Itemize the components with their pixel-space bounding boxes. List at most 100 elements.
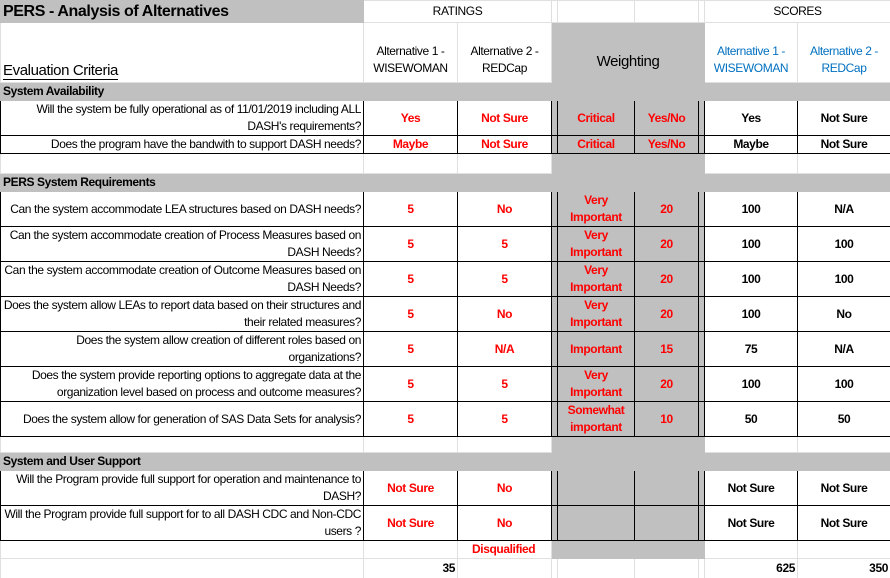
blank-cell-4[interactable] <box>558 437 635 453</box>
blank-cell-8[interactable] <box>798 541 890 559</box>
total-blank <box>458 559 552 578</box>
alt1-rating-cell[interactable]: 5 <box>364 192 458 227</box>
alt2-rating-cell[interactable]: Not Sure <box>458 136 552 154</box>
blank-cell-1[interactable] <box>364 541 458 559</box>
score-alt1-cell[interactable]: Not Sure <box>705 471 798 506</box>
blank-cell-7[interactable] <box>705 437 798 453</box>
alt1-rating-cell[interactable]: Not Sure <box>364 471 458 506</box>
weight-value-cell[interactable] <box>635 471 699 506</box>
blank-cell-2[interactable] <box>458 154 552 174</box>
score-alt2-cell[interactable]: Not Sure <box>798 506 890 541</box>
weight-value-cell[interactable]: 20 <box>635 227 699 262</box>
alt2-rating-cell[interactable]: No <box>458 506 552 541</box>
weight-label-cell[interactable]: Very Important <box>558 297 635 332</box>
table-row: Can the system accommodate creation of O… <box>1 262 890 297</box>
total-blank <box>1 559 364 578</box>
blank-cell-0[interactable] <box>1 541 364 559</box>
weight-label-cell[interactable]: Very Important <box>558 227 635 262</box>
blank-cell-1[interactable] <box>364 154 458 174</box>
blank-cell-5[interactable] <box>635 541 699 559</box>
table-row: Will the Program provide full support fo… <box>1 471 890 506</box>
section-header: System Availability <box>1 83 890 101</box>
score-alt2-cell[interactable]: N/A <box>798 332 890 367</box>
alt2-rating-cell[interactable]: No <box>458 297 552 332</box>
blank-cell-4[interactable] <box>558 541 635 559</box>
blank-cell-1[interactable] <box>364 437 458 453</box>
weight-value-cell[interactable]: 20 <box>635 262 699 297</box>
table-row: Will the system be fully operational as … <box>1 101 890 136</box>
score-alt2-cell[interactable]: N/A <box>798 192 890 227</box>
weight-value-cell[interactable]: 20 <box>635 192 699 227</box>
weight-label-cell[interactable]: Very Important <box>558 367 635 402</box>
weight-value-cell[interactable]: 15 <box>635 332 699 367</box>
weight-label-cell[interactable]: Critical <box>558 101 635 136</box>
score-alt1-cell[interactable]: Maybe <box>705 136 798 154</box>
weight-value-cell[interactable] <box>635 506 699 541</box>
weight-label-cell[interactable]: Very Important <box>558 262 635 297</box>
weight-value-cell[interactable]: 20 <box>635 367 699 402</box>
alt2-rating-cell[interactable]: No <box>458 192 552 227</box>
weight-value-cell[interactable]: 10 <box>635 402 699 437</box>
alt1-rating-cell[interactable]: 5 <box>364 332 458 367</box>
alt1-rating-cell[interactable]: Maybe <box>364 136 458 154</box>
score-alt1-cell[interactable]: 100 <box>705 262 798 297</box>
score-alt2-cell[interactable]: No <box>798 297 890 332</box>
blank-cell-2[interactable] <box>458 437 552 453</box>
score-alt1-cell[interactable]: 100 <box>705 227 798 262</box>
blank-cell-5[interactable] <box>635 154 699 174</box>
blank-cell-8[interactable] <box>798 154 890 174</box>
blank-cell-0[interactable] <box>1 154 364 174</box>
score-alt2-cell[interactable]: 100 <box>798 367 890 402</box>
score-alt2-cell[interactable]: Not Sure <box>798 101 890 136</box>
alt1-rating-cell[interactable]: 5 <box>364 367 458 402</box>
disqualified-label[interactable]: Disqualified <box>458 541 552 559</box>
total-blank <box>558 559 635 578</box>
table-row: Can the system accommodate LEA structure… <box>1 192 890 227</box>
weight-label-cell[interactable] <box>558 506 635 541</box>
weight-value-cell[interactable]: Yes/No <box>635 136 699 154</box>
weight-label-cell[interactable] <box>558 471 635 506</box>
score-alt2-cell[interactable]: 100 <box>798 262 890 297</box>
score-alt1-cell[interactable]: Yes <box>705 101 798 136</box>
score-alt2-cell[interactable]: 50 <box>798 402 890 437</box>
score-alt2-cell[interactable]: 100 <box>798 227 890 262</box>
weight-value-cell[interactable]: 20 <box>635 297 699 332</box>
alt1-rating-cell[interactable]: Not Sure <box>364 506 458 541</box>
score-alt1-cell[interactable]: 100 <box>705 297 798 332</box>
score-alt1-cell[interactable]: 100 <box>705 367 798 402</box>
criterion-text: Will the Program provide full support fo… <box>1 471 364 506</box>
score-alt2-cell[interactable]: Not Sure <box>798 136 890 154</box>
score-alt2-cell[interactable]: Not Sure <box>798 471 890 506</box>
blank-cell-0[interactable] <box>1 437 364 453</box>
alt1-rating-cell[interactable]: 5 <box>364 402 458 437</box>
alt2-rating-cell[interactable]: 5 <box>458 227 552 262</box>
alt1-rating-cell[interactable]: 5 <box>364 262 458 297</box>
alt1-rating-cell[interactable]: 5 <box>364 227 458 262</box>
alt2-rating-cell[interactable]: 5 <box>458 402 552 437</box>
blank-cell-7[interactable] <box>705 154 798 174</box>
weight-label-cell[interactable]: Somewhat important <box>558 402 635 437</box>
blank-cell-7[interactable] <box>705 541 798 559</box>
weight-label-cell[interactable]: Very Important <box>558 192 635 227</box>
score-alt1-cell[interactable]: 100 <box>705 192 798 227</box>
score-alt1-cell[interactable]: 75 <box>705 332 798 367</box>
criterion-text: Does the system allow creation of differ… <box>1 332 364 367</box>
alt1-rating-cell[interactable]: 5 <box>364 297 458 332</box>
alt2-rating-cell[interactable]: 5 <box>458 367 552 402</box>
ratings-header: RATINGS <box>364 1 552 23</box>
weight-label-cell[interactable]: Critical <box>558 136 635 154</box>
weight-label-cell[interactable]: Important <box>558 332 635 367</box>
alt1-rating-cell[interactable]: Yes <box>364 101 458 136</box>
alt2-rating-cell[interactable]: No <box>458 471 552 506</box>
alt2-rating-cell[interactable]: N/A <box>458 332 552 367</box>
alt2-rating-cell[interactable]: 5 <box>458 262 552 297</box>
blank-cell-8[interactable] <box>798 437 890 453</box>
score-alt1-cell[interactable]: 50 <box>705 402 798 437</box>
score-alt1-cell[interactable]: Not Sure <box>705 506 798 541</box>
table-row: Does the program have the bandwith to su… <box>1 136 890 154</box>
blank-cell-4[interactable] <box>558 154 635 174</box>
blank-cell-5[interactable] <box>635 437 699 453</box>
weight-value-cell[interactable]: Yes/No <box>635 101 699 136</box>
alt2-rating-cell[interactable]: Not Sure <box>458 101 552 136</box>
